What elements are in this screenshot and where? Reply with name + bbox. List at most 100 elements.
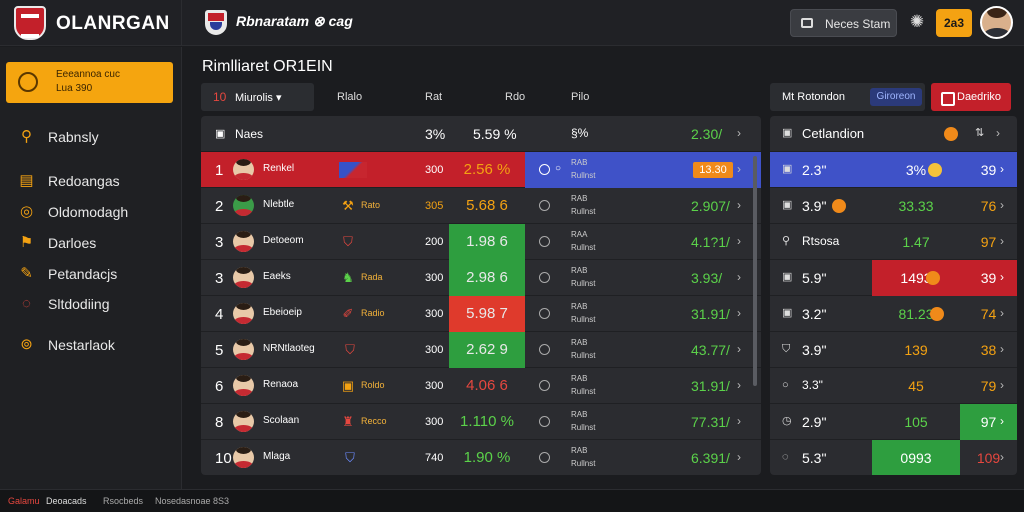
row-right-odd[interactable]: 43.77/: [691, 342, 730, 358]
tab-daedriko[interactable]: Daedriko: [931, 83, 1011, 111]
footer-link-2[interactable]: Deoacads: [46, 496, 87, 506]
odd-button[interactable]: 1.110 %: [460, 413, 514, 430]
footer-link-3[interactable]: Rsocbeds: [103, 496, 144, 506]
sidebar-item-5[interactable]: ✎ Petandacjs: [18, 264, 168, 284]
right-row-last[interactable]: 74: [980, 306, 997, 322]
odd-button[interactable]: 2.56 %: [463, 161, 511, 178]
radio-icon[interactable]: [539, 452, 550, 463]
odd-button[interactable]: 2.62 9: [449, 332, 525, 368]
column-header-4[interactable]: Pilo: [571, 91, 590, 103]
table-row[interactable]: 3 Detoeom ⛉ 200 1.98 6 RAA Rullnst 4.1?1…: [201, 224, 761, 260]
right-row[interactable]: ▣ 3.2" 81.23 74 ›: [770, 296, 1017, 332]
right-row[interactable]: ▣ 3.9" 33.33 76 ›: [770, 188, 1017, 224]
row-right-odd[interactable]: 2.907/: [691, 198, 730, 214]
right-row[interactable]: ○ 3.3" 45 79 ›: [770, 368, 1017, 404]
table-row[interactable]: 10 Mlaga ⛉ 740 1.90 % RAB Rullnst 6.391/…: [201, 440, 761, 475]
odd-button[interactable]: 1.90 %: [463, 449, 511, 466]
promo-button[interactable]: Eeeannoa cuc Lua 390: [6, 62, 173, 103]
table-row[interactable]: 4 Ebeioeip ✐ Radio 300 5.98 7 RAB Rullns…: [201, 296, 761, 332]
row-value: 740: [425, 452, 444, 464]
sidebar-item-3[interactable]: ◎ Oldomodagh: [18, 202, 168, 222]
right-row-mid[interactable]: 33.33: [898, 198, 934, 214]
sort-icon[interactable]: ⇅: [975, 127, 985, 139]
radio-icon[interactable]: [539, 236, 550, 247]
selected-market[interactable]: ○ RAB Rullnst 13.30 ›: [525, 152, 761, 188]
right-row-last[interactable]: 109: [976, 450, 1001, 466]
league-select[interactable]: 10 Miurolis ▾: [201, 83, 314, 111]
table-scrollbar[interactable]: [753, 156, 757, 386]
column-header-3[interactable]: Rdo: [505, 91, 526, 103]
row-right-odd[interactable]: 3.93/: [691, 270, 723, 286]
table-row[interactable]: 5 NRNtlaoteg ⛉ 300 2.62 9 RAB Rullnst 43…: [201, 332, 761, 368]
radio-icon[interactable]: [539, 200, 550, 211]
balance-badge[interactable]: 2a3: [936, 9, 972, 37]
settings-gear-icon[interactable]: ✺: [909, 12, 925, 31]
column-header-2[interactable]: Rat: [425, 91, 443, 103]
right-row[interactable]: ⛉ 3.9" 139 38 ›: [770, 332, 1017, 368]
right-row-mid[interactable]: 139: [904, 342, 928, 358]
player-name: Mlaga: [263, 451, 291, 462]
radio-icon[interactable]: [539, 272, 550, 283]
odd-button[interactable]: 5.98 7: [449, 296, 525, 332]
odd-badge[interactable]: 13.30: [693, 162, 733, 178]
radio-icon[interactable]: [539, 308, 550, 319]
odd-button[interactable]: 4.06 6: [466, 377, 508, 394]
coin-icon: [944, 127, 958, 141]
row-right-odd[interactable]: 31.91/: [691, 378, 730, 394]
tab-giroreon[interactable]: Giroreon: [870, 88, 922, 106]
right-row-mid[interactable]: 105: [904, 414, 928, 430]
sidebar-item-4[interactable]: ⚑ Darloes: [18, 233, 168, 253]
right-row-last[interactable]: 97: [960, 404, 1017, 440]
table-row[interactable]: 6 Renaoa ▣ Roldo 300 4.06 6 RAB Rullnst …: [201, 368, 761, 404]
right-row-mid[interactable]: 3%: [905, 162, 927, 178]
row-right-odd[interactable]: 4.1?1/: [691, 234, 730, 250]
right-row-mid[interactable]: 1493: [872, 260, 960, 296]
radio-icon[interactable]: [539, 380, 550, 391]
odd-button[interactable]: 2.98 6: [449, 260, 525, 296]
footer-link-1[interactable]: Galamu: [8, 496, 40, 506]
search-button[interactable]: Neces Stam: [790, 9, 897, 37]
column-header-1[interactable]: Rlalo: [337, 91, 363, 103]
sidebar-item-7[interactable]: ⊚ Nestarlaok: [18, 335, 168, 355]
right-row-mid[interactable]: 1.47: [902, 234, 930, 250]
table-row[interactable]: 2 Nlebtle ⚒ Rato 305 5.68 6 RAB Rullnst …: [201, 188, 761, 224]
right-row-last[interactable]: 97: [980, 234, 997, 250]
right-row-mid[interactable]: 45: [908, 378, 924, 394]
chevron-right-icon: ›: [1000, 198, 1004, 212]
table-row[interactable]: 3 Eaeks ♞ Rada 300 2.98 6 RAB Rullnst 3.…: [201, 260, 761, 296]
right-row-last[interactable]: 38: [980, 342, 997, 358]
right-row-mid[interactable]: 81.23: [898, 306, 934, 322]
chevron-right-icon: ›: [737, 162, 741, 176]
chevron-right-icon: ›: [1000, 450, 1004, 464]
crest-icon: ⛉: [343, 234, 353, 249]
right-row-name: 3.9": [802, 342, 827, 358]
odd-button[interactable]: 1.98 6: [449, 224, 525, 260]
sidebar-item-6[interactable]: ◌ Sltdodiing: [18, 294, 168, 314]
right-row[interactable]: ⚲ Rtsosa 1.47 97 ›: [770, 224, 1017, 260]
right-row[interactable]: ▣ 5.9" 1493 39 ›: [770, 260, 1017, 296]
right-row-last[interactable]: 39: [980, 162, 997, 178]
right-row-mid[interactable]: 0993: [872, 440, 960, 475]
right-row[interactable]: ◷ 2.9" 105 97 ›: [770, 404, 1017, 440]
right-row[interactable]: ▣ 2.3" 3% 39 ›: [770, 152, 1017, 188]
radio-icon[interactable]: [539, 416, 550, 427]
odd-button[interactable]: 5.68 6: [466, 197, 508, 214]
coin-icon: [930, 307, 944, 321]
table-row[interactable]: 8 Scolaan ♜ Recco 300 1.110 % RAB Rullns…: [201, 404, 761, 440]
radio-icon[interactable]: [539, 164, 550, 175]
footer-link-4[interactable]: Nosedasnoae 8S3: [155, 496, 230, 506]
right-row-last[interactable]: 79: [980, 378, 997, 394]
row-right-odd[interactable]: 77.31/: [691, 414, 730, 430]
row-right-odd[interactable]: 6.391/: [691, 450, 730, 466]
sidebar-item-2[interactable]: ▤ Redoangas: [18, 171, 168, 191]
right-row-last[interactable]: 76: [980, 198, 997, 214]
right-row[interactable]: ◌ 5.3" 0993 109 ›: [770, 440, 1017, 475]
user-avatar[interactable]: [980, 6, 1013, 39]
chevron-right-icon: ›: [1000, 162, 1004, 176]
logo-area[interactable]: OLANRGAN: [0, 0, 182, 46]
row-right-odd[interactable]: 31.91/: [691, 306, 730, 322]
player-avatar: [233, 411, 254, 432]
radio-icon[interactable]: [539, 344, 550, 355]
sidebar-item-1[interactable]: ⚲ Rabnsly: [18, 127, 168, 147]
right-row-last[interactable]: 39: [960, 260, 1017, 296]
